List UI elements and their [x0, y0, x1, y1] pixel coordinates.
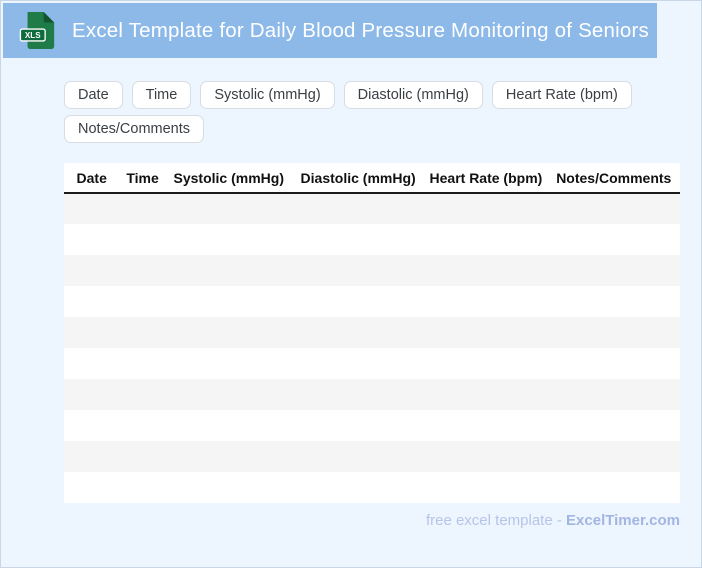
table-cell [292, 441, 424, 472]
xls-badge-label: XLS [25, 31, 41, 40]
table-cell [166, 472, 292, 503]
table-row [64, 224, 680, 255]
table-cell [424, 410, 547, 441]
table-row [64, 286, 680, 317]
header-bar: XLS Excel Template for Daily Blood Press… [3, 3, 657, 58]
table-cell [166, 410, 292, 441]
table-row [64, 348, 680, 379]
table-cell [119, 472, 165, 503]
table-cell [548, 193, 680, 224]
chip-time[interactable]: Time [131, 81, 192, 109]
table-row [64, 255, 680, 286]
table-cell [548, 379, 680, 410]
chip-diastolic-mmhg[interactable]: Diastolic (mmHg) [343, 81, 483, 109]
table-cell [548, 317, 680, 348]
table-cell [119, 286, 165, 317]
table-cell [292, 255, 424, 286]
xls-file-icon: XLS [19, 11, 55, 49]
table-cell [166, 224, 292, 255]
table-cell [548, 410, 680, 441]
table-cell [119, 410, 165, 441]
table-header-row: Date Time Systolic (mmHg) Diastolic (mmHg) H… [64, 163, 680, 194]
table-cell [292, 379, 424, 410]
table-cell [424, 379, 547, 410]
chip-notes-comments[interactable]: Notes/Comments [64, 115, 205, 143]
table-body [64, 193, 680, 503]
table-cell [548, 472, 680, 503]
table-cell [548, 286, 680, 317]
table-cell [548, 255, 680, 286]
table-cell [548, 441, 680, 472]
table-cell [292, 410, 424, 441]
table-row [64, 193, 680, 224]
column-header-notes-comments: Notes/Comments [547, 163, 680, 194]
table-cell [119, 317, 165, 348]
table-cell [548, 224, 680, 255]
column-header-systolic-mmhg: Systolic (mmHg) [165, 163, 292, 194]
chip-heart-rate-bpm[interactable]: Heart Rate (bpm) [491, 81, 632, 109]
table-cell [119, 348, 165, 379]
blood-pressure-table: Date Time Systolic (mmHg) Diastolic (mmHg) H… [64, 163, 680, 503]
table-cell [64, 255, 119, 286]
table-cell [64, 379, 119, 410]
table-cell [292, 193, 424, 224]
table-cell [64, 472, 119, 503]
table-cell [292, 286, 424, 317]
table-cell [119, 379, 165, 410]
table-cell [292, 317, 424, 348]
table-cell [64, 441, 119, 472]
table-cell [292, 472, 424, 503]
table-row [64, 441, 680, 472]
table-cell [424, 441, 547, 472]
table-cell [166, 348, 292, 379]
column-header-time: Time [119, 163, 166, 194]
column-header-date: Date [64, 163, 120, 194]
table-cell [119, 224, 165, 255]
table-cell [64, 317, 119, 348]
table-cell [119, 441, 165, 472]
column-header-heart-rate-bpm: Heart Rate (bpm) [424, 163, 548, 194]
chip-date[interactable]: Date [64, 81, 123, 109]
footer-label: free excel template - [425, 512, 562, 529]
table-cell [64, 410, 119, 441]
table-cell [166, 379, 292, 410]
table-cell [64, 348, 119, 379]
table-cell [166, 317, 292, 348]
table-cell [166, 193, 292, 224]
table-head: Date Time Systolic (mmHg) Diastolic (mmHg) H… [64, 163, 680, 194]
table-cell [424, 224, 547, 255]
table-cell [292, 348, 424, 379]
table-cell [292, 224, 424, 255]
column-chips: Date Time Systolic (mmHg) Diastolic (mmHg) H… [64, 81, 682, 143]
table-cell [166, 441, 292, 472]
page-title: Excel Template for Daily Blood Pressure … [72, 18, 649, 42]
table-row [64, 317, 680, 348]
chip-systolic-mmhg[interactable]: Systolic (mmHg) [200, 81, 335, 109]
table-cell [424, 193, 547, 224]
table-cell [119, 255, 165, 286]
table-cell [166, 286, 292, 317]
table-cell [424, 317, 547, 348]
table-cell [64, 193, 119, 224]
brand-link[interactable]: ExcelTimer.com [566, 512, 680, 529]
footer: free excel template - ExcelTimer.com [64, 512, 680, 529]
table-cell [424, 472, 547, 503]
table-cell [64, 286, 119, 317]
table-row [64, 410, 680, 441]
table-cell [548, 348, 680, 379]
table-cell [166, 255, 292, 286]
table-cell [119, 193, 165, 224]
column-header-diastolic-mmhg: Diastolic (mmHg) [291, 163, 425, 194]
content: Date Time Systolic (mmHg) Diastolic (mmHg) H… [3, 81, 699, 529]
table-cell [424, 348, 547, 379]
table-cell [64, 224, 119, 255]
table-cell [424, 255, 547, 286]
table-row [64, 472, 680, 503]
table-cell [424, 286, 547, 317]
table-row [64, 379, 680, 410]
